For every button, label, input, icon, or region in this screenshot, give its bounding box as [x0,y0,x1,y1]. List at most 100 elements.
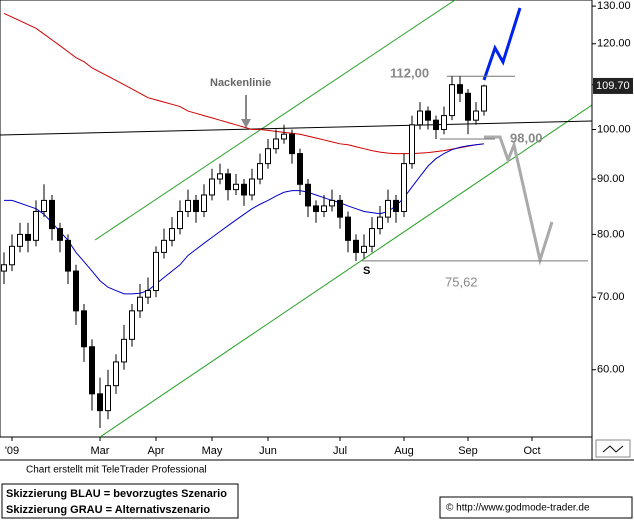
candle-body [1,264,7,272]
candle-body [41,199,47,212]
neckline [0,120,592,136]
x-tick-label: Aug [394,445,414,457]
candle-body [209,178,215,196]
candle-body [305,183,311,207]
candle-body [113,361,119,387]
candle-body [233,183,239,191]
candle-body [65,239,71,272]
candle-body [177,210,183,230]
scenario-gray [484,135,554,266]
candle-body [105,385,111,412]
candle-body [225,173,231,191]
x-tick-label: Oct [523,445,540,457]
candle-body [273,138,279,150]
level-label: 75,62 [445,274,478,289]
candle-body [401,163,407,212]
candle-body [457,84,463,94]
candle-body [129,310,135,340]
neckline-arrowhead [241,119,251,128]
channel-upper [94,0,456,241]
candle-body [25,233,31,241]
candle-body [9,245,15,266]
candle-body [417,110,423,126]
x-tick-label: Jun [259,445,277,457]
candle-body [161,239,167,253]
candle-body [49,199,55,230]
candle-body [289,133,295,155]
candle-body [153,251,159,292]
corner-icon [602,445,624,453]
candle-body [241,183,247,196]
y-tick-label: 60.00 [597,364,625,376]
y-tick-label: 100.00 [597,123,631,135]
candle-body [57,228,63,241]
candle-body [33,210,39,241]
candle-body [217,173,223,180]
candle-body [385,199,391,218]
candle-body [465,92,471,121]
candle-body [257,163,263,180]
candle-body [89,346,95,395]
y-tick-label: 130.00 [597,0,631,12]
support-label: S [363,265,370,277]
candle-body [345,216,351,241]
neckline-label: Nackenlinie [210,77,271,89]
candle-body [193,199,199,212]
candle-body [265,148,271,165]
candle-body [201,194,207,212]
channel-lower [99,104,592,437]
candle-body [81,310,87,348]
website-box [439,496,633,519]
candle-body [393,199,399,212]
candle-body [369,228,375,247]
candle-body [353,239,359,253]
y-tick-label: 90.00 [597,173,625,185]
x-tick-label: Apr [147,445,164,457]
website: © http://www.godmode-trader.de [446,503,590,514]
candle-body [17,233,23,247]
candle-body [321,205,327,212]
candle-body [329,199,335,207]
candle-body [73,270,79,312]
y-tick-label: 70.00 [597,291,625,303]
candle-body [121,338,127,363]
x-tick-label: May [202,445,223,457]
credit: Chart erstellt mit TeleTrader Profession… [26,465,207,476]
legend-box [1,483,239,519]
drawings [0,0,592,437]
y-tick-label: 80.00 [597,228,625,240]
legend-line: Skizzierung GRAU = Alternativszenario [6,504,210,516]
candle-body [377,216,383,230]
plot-frame [0,0,593,438]
candle-body [145,290,151,298]
x-tick-label: Mar [91,445,110,457]
candle-body [409,124,415,165]
candle-body [249,178,255,196]
candle-body [449,84,455,117]
candle-body [433,119,439,130]
legend-line: Skizzierung BLAU = bevorzugtes Szenario [6,488,227,500]
level-label: 98,00 [510,130,543,145]
candle-body [281,133,287,140]
scenario-blue [482,7,522,81]
y-tick-label: 120.00 [597,38,631,50]
last-price-label: 109.70 [596,80,630,92]
candle-body [313,205,319,212]
last-price-tag [593,77,633,94]
candle-body [97,393,103,412]
candle-body [185,199,191,212]
candle-body [169,228,175,241]
x-tick-label: '09 [5,445,19,457]
candle-body [441,115,447,130]
candle-body [337,199,343,218]
candle-body [481,85,487,112]
candle-body [473,110,479,121]
candle-body [137,296,143,312]
candle-body [425,110,431,121]
candle-body [361,245,367,253]
candle-body [297,153,303,185]
x-tick-label: Sep [458,445,478,457]
x-tick-label: Jul [333,445,347,457]
level-label: 112,00 [390,65,429,80]
